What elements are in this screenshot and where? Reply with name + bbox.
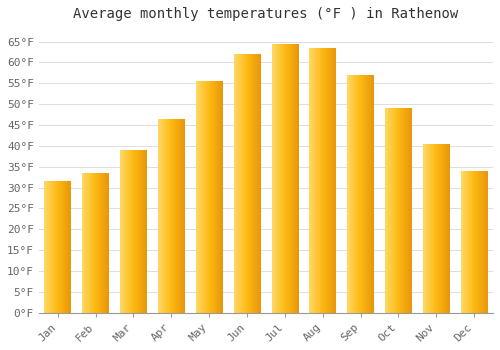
Title: Average monthly temperatures (°F ) in Rathenow: Average monthly temperatures (°F ) in Ra…	[74, 7, 458, 21]
